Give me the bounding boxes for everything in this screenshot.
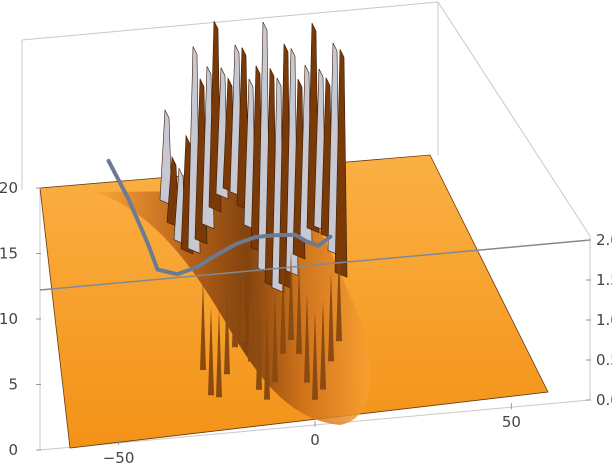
z-tick-right-label: 0.0 (596, 391, 612, 409)
surface-spike (264, 309, 270, 400)
x-axis-ticks: −50 0 50 (103, 403, 521, 467)
surface-spike (216, 307, 222, 398)
surface-spike (248, 271, 254, 362)
surface-spike (336, 251, 342, 342)
surface-spike (240, 251, 246, 342)
z-tick-left-label: 5 (8, 376, 18, 394)
surface-spike (256, 299, 262, 390)
surface-spike (200, 280, 206, 370)
x-tick-label: 0 (310, 431, 320, 449)
surface-spike (208, 305, 214, 396)
z-tick-right-label: 1.5 (596, 271, 612, 289)
surface-spike (159, 108, 173, 206)
z-tick-left-label: 15 (0, 245, 18, 263)
x-tick-label: −50 (103, 449, 135, 467)
z-tick-left-label: 0 (8, 441, 18, 459)
z-tick-right-label: 0.5 (596, 351, 612, 369)
surface-spike (232, 257, 238, 348)
surface-spike (320, 299, 326, 390)
surface-spike (288, 250, 294, 341)
surface-spike (304, 292, 310, 383)
x-tick-label: 50 (502, 413, 521, 431)
z-tick-right-label: 2.0 (596, 231, 612, 249)
surface-spike (224, 284, 230, 375)
surface-spike (334, 49, 348, 278)
reference-line (39, 239, 591, 291)
surface-spike (272, 292, 278, 383)
surface-spike (312, 309, 318, 400)
surface-spike (280, 263, 286, 354)
z-tick-left-label: 20 (0, 179, 18, 197)
z-axis-right-ticks: 0.0 0.5 1.0 1.5 2.0 (586, 231, 612, 409)
data-curve (106, 158, 333, 277)
z-tick-right-label: 1.0 (596, 311, 612, 329)
surface-spike (296, 263, 302, 354)
z-tick-left-label: 10 (0, 310, 18, 328)
surface-spikes (159, 20, 348, 400)
surface-spike (328, 271, 334, 362)
z-axis-left-ticks: 0 5 10 15 20 (0, 179, 41, 459)
